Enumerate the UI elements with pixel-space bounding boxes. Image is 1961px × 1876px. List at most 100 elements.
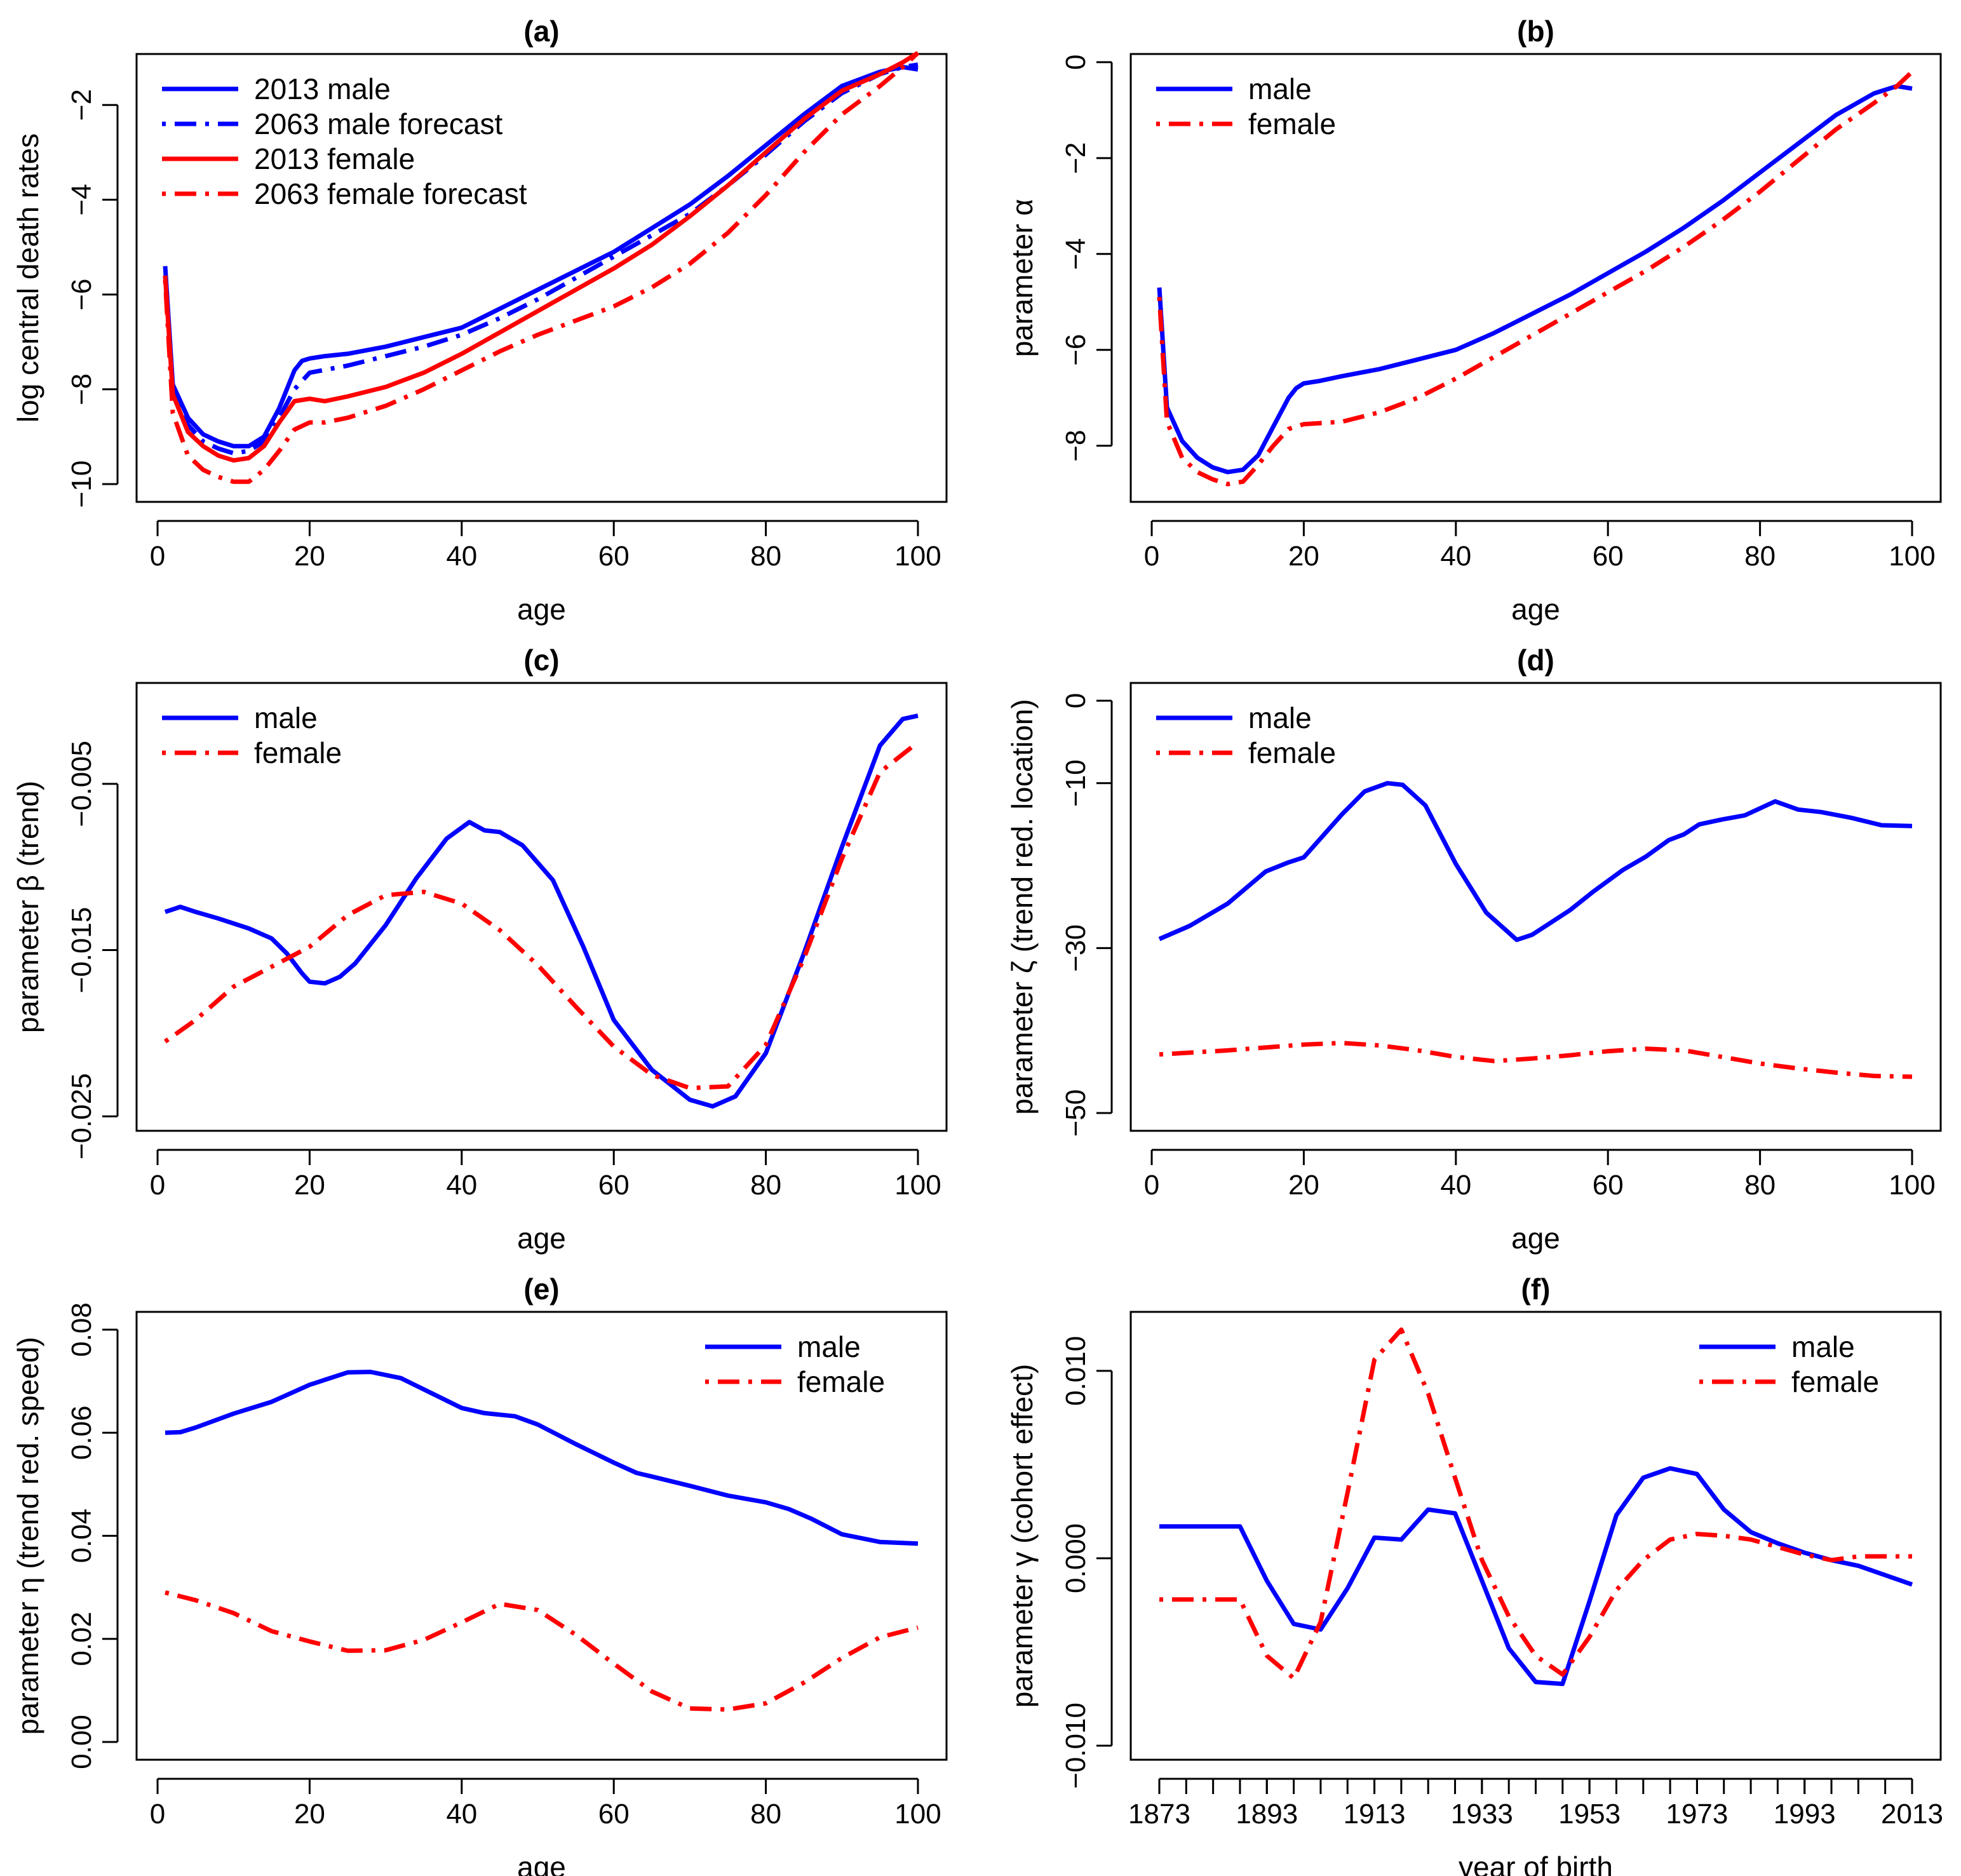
y-tick-label: −2 xyxy=(66,89,97,121)
x-tick-label: 2013 xyxy=(1881,1798,1943,1830)
y-axis: −0.010 0.000 0.010 parameter γ (cohort effe… xyxy=(1006,1336,1113,1789)
panel-d: (d) 0 20 40 60 80 100 age −50 −30 −10 0 parameter ζ … xyxy=(1006,644,1942,1255)
y-axis-label: parameter β (trend) xyxy=(11,781,44,1033)
y-tick-label: −0.005 xyxy=(66,741,97,827)
x-tick-label: 0 xyxy=(150,541,165,572)
series-line-male xyxy=(1158,781,1913,942)
y-tick-label: 0.06 xyxy=(66,1405,97,1460)
x-tick-label: 60 xyxy=(1593,541,1624,572)
x-axis-label: age xyxy=(1511,593,1560,626)
series-line-female xyxy=(163,740,920,1091)
x-tick-label: 1913 xyxy=(1344,1798,1406,1830)
x-axis-label: age xyxy=(517,1851,566,1876)
x-tick-label: 100 xyxy=(894,1798,941,1830)
x-axis: 0 20 40 60 80 100 age xyxy=(150,1149,941,1255)
y-tick-label: −6 xyxy=(66,279,97,311)
y-tick-label: 0 xyxy=(1060,693,1091,708)
y-tick-label: 0.04 xyxy=(66,1509,97,1563)
y-axis-label: parameter γ (cohort effect) xyxy=(1006,1364,1039,1708)
series-line-male xyxy=(1159,1466,1913,1687)
x-tick-label: 20 xyxy=(294,1170,325,1201)
x-axis-label: age xyxy=(517,1222,566,1255)
panel-f: (f) 1873 1893 1913 1933 1953 1973 1993 2013 year … xyxy=(1006,1272,1943,1876)
x-axis: 0 20 40 60 80 100 age xyxy=(1144,1149,1936,1255)
y-axis-label: parameter ζ (trend red. location) xyxy=(1006,699,1039,1114)
x-tick-label: 40 xyxy=(446,1170,477,1201)
panel-c: (c) 0 20 40 60 80 100 age −0.025 −0.015 −0.005 para… xyxy=(11,644,948,1255)
x-tick-label: 60 xyxy=(598,1170,630,1201)
x-tick-label: 1973 xyxy=(1666,1798,1728,1830)
series-line-2013-female xyxy=(163,51,919,463)
x-tick-label: 40 xyxy=(446,1798,477,1830)
plot-frame xyxy=(135,682,948,1132)
panel-title: (a) xyxy=(523,15,559,48)
y-tick-label: −30 xyxy=(1060,924,1091,972)
y-axis: 0.00 0.02 0.04 0.06 0.08 parameter η (trend r… xyxy=(11,1302,119,1769)
x-tick-label: 40 xyxy=(1440,541,1471,572)
x-tick-label: 20 xyxy=(294,541,325,572)
y-tick-label: −4 xyxy=(1060,238,1091,270)
y-tick-label: −50 xyxy=(1060,1090,1091,1137)
x-axis: 1873 1893 1913 1933 1953 1973 1993 2013 year of … xyxy=(1128,1778,1943,1876)
x-tick-label: 1873 xyxy=(1128,1798,1190,1830)
y-tick-label: 0.08 xyxy=(66,1302,97,1357)
x-tick-label: 20 xyxy=(294,1798,325,1830)
y-tick-label: −10 xyxy=(1060,759,1091,807)
y-axis: −10 −8 −6 −4 −2 log central death rates xyxy=(11,89,119,508)
x-tick-label: 1993 xyxy=(1774,1798,1836,1830)
x-tick-label: 100 xyxy=(1889,1170,1935,1201)
x-tick-label: 100 xyxy=(1889,541,1935,572)
panel-a: (a) 0 20 40 60 80 100 age −10 −8 −6 −4 −2 log central… xyxy=(11,15,948,626)
legend-label: male xyxy=(797,1330,861,1363)
legend-label: female xyxy=(1248,736,1336,769)
legend-label: male xyxy=(1248,72,1312,105)
series-line-2013-male xyxy=(163,65,919,449)
panel-title: (c) xyxy=(523,644,559,677)
y-tick-label: −0.025 xyxy=(66,1073,97,1159)
y-axis-label: log central death rates xyxy=(11,133,44,422)
series-line-female xyxy=(165,1590,919,1712)
x-axis-label: year of birth xyxy=(1459,1851,1613,1876)
x-tick-label: 20 xyxy=(1288,541,1319,572)
legend-label: male xyxy=(1248,701,1312,734)
series-line-female xyxy=(1157,70,1914,487)
x-tick-label: 80 xyxy=(1744,541,1776,572)
plot-frame xyxy=(1129,53,1942,503)
y-tick-label: 0.02 xyxy=(66,1612,97,1666)
y-tick-label: −6 xyxy=(1060,334,1091,366)
x-tick-label: 60 xyxy=(1593,1170,1624,1201)
plot-frame xyxy=(135,53,948,503)
x-axis: 0 20 40 60 80 100 age xyxy=(150,1778,941,1876)
series-line-female xyxy=(1159,1041,1913,1079)
y-axis: −0.025 −0.015 −0.005 parameter β (trend) xyxy=(11,741,119,1159)
y-tick-label: −0.015 xyxy=(66,907,97,994)
y-tick-label: 0.00 xyxy=(66,1715,97,1769)
plot-frame xyxy=(1129,682,1942,1132)
y-tick-label: 0 xyxy=(1060,55,1091,70)
legend-label: 2013 male xyxy=(254,72,391,105)
y-axis-label: parameter α xyxy=(1006,199,1039,357)
x-tick-label: 0 xyxy=(1144,1170,1159,1201)
y-tick-label: −2 xyxy=(1060,142,1091,174)
x-axis-label: age xyxy=(517,593,566,626)
series-line-male xyxy=(164,713,919,1109)
y-axis: −8 −6 −4 −2 0 parameter α xyxy=(1006,55,1113,462)
x-tick-label: 80 xyxy=(750,541,781,572)
legend-label: 2013 female xyxy=(254,142,415,175)
series-line-female xyxy=(1159,1327,1912,1681)
legend-label: female xyxy=(1791,1365,1879,1398)
x-tick-label: 100 xyxy=(894,1170,941,1201)
x-tick-label: 60 xyxy=(598,1798,630,1830)
x-axis: 0 20 40 60 80 100 age xyxy=(1144,520,1936,626)
x-tick-label: 40 xyxy=(446,541,477,572)
y-tick-label: −0.010 xyxy=(1060,1703,1091,1789)
x-tick-label: 60 xyxy=(598,541,630,572)
x-tick-label: 0 xyxy=(1144,541,1159,572)
y-axis: −50 −30 −10 0 parameter ζ (trend red. locati… xyxy=(1006,693,1113,1137)
y-tick-label: 0.000 xyxy=(1060,1523,1091,1593)
